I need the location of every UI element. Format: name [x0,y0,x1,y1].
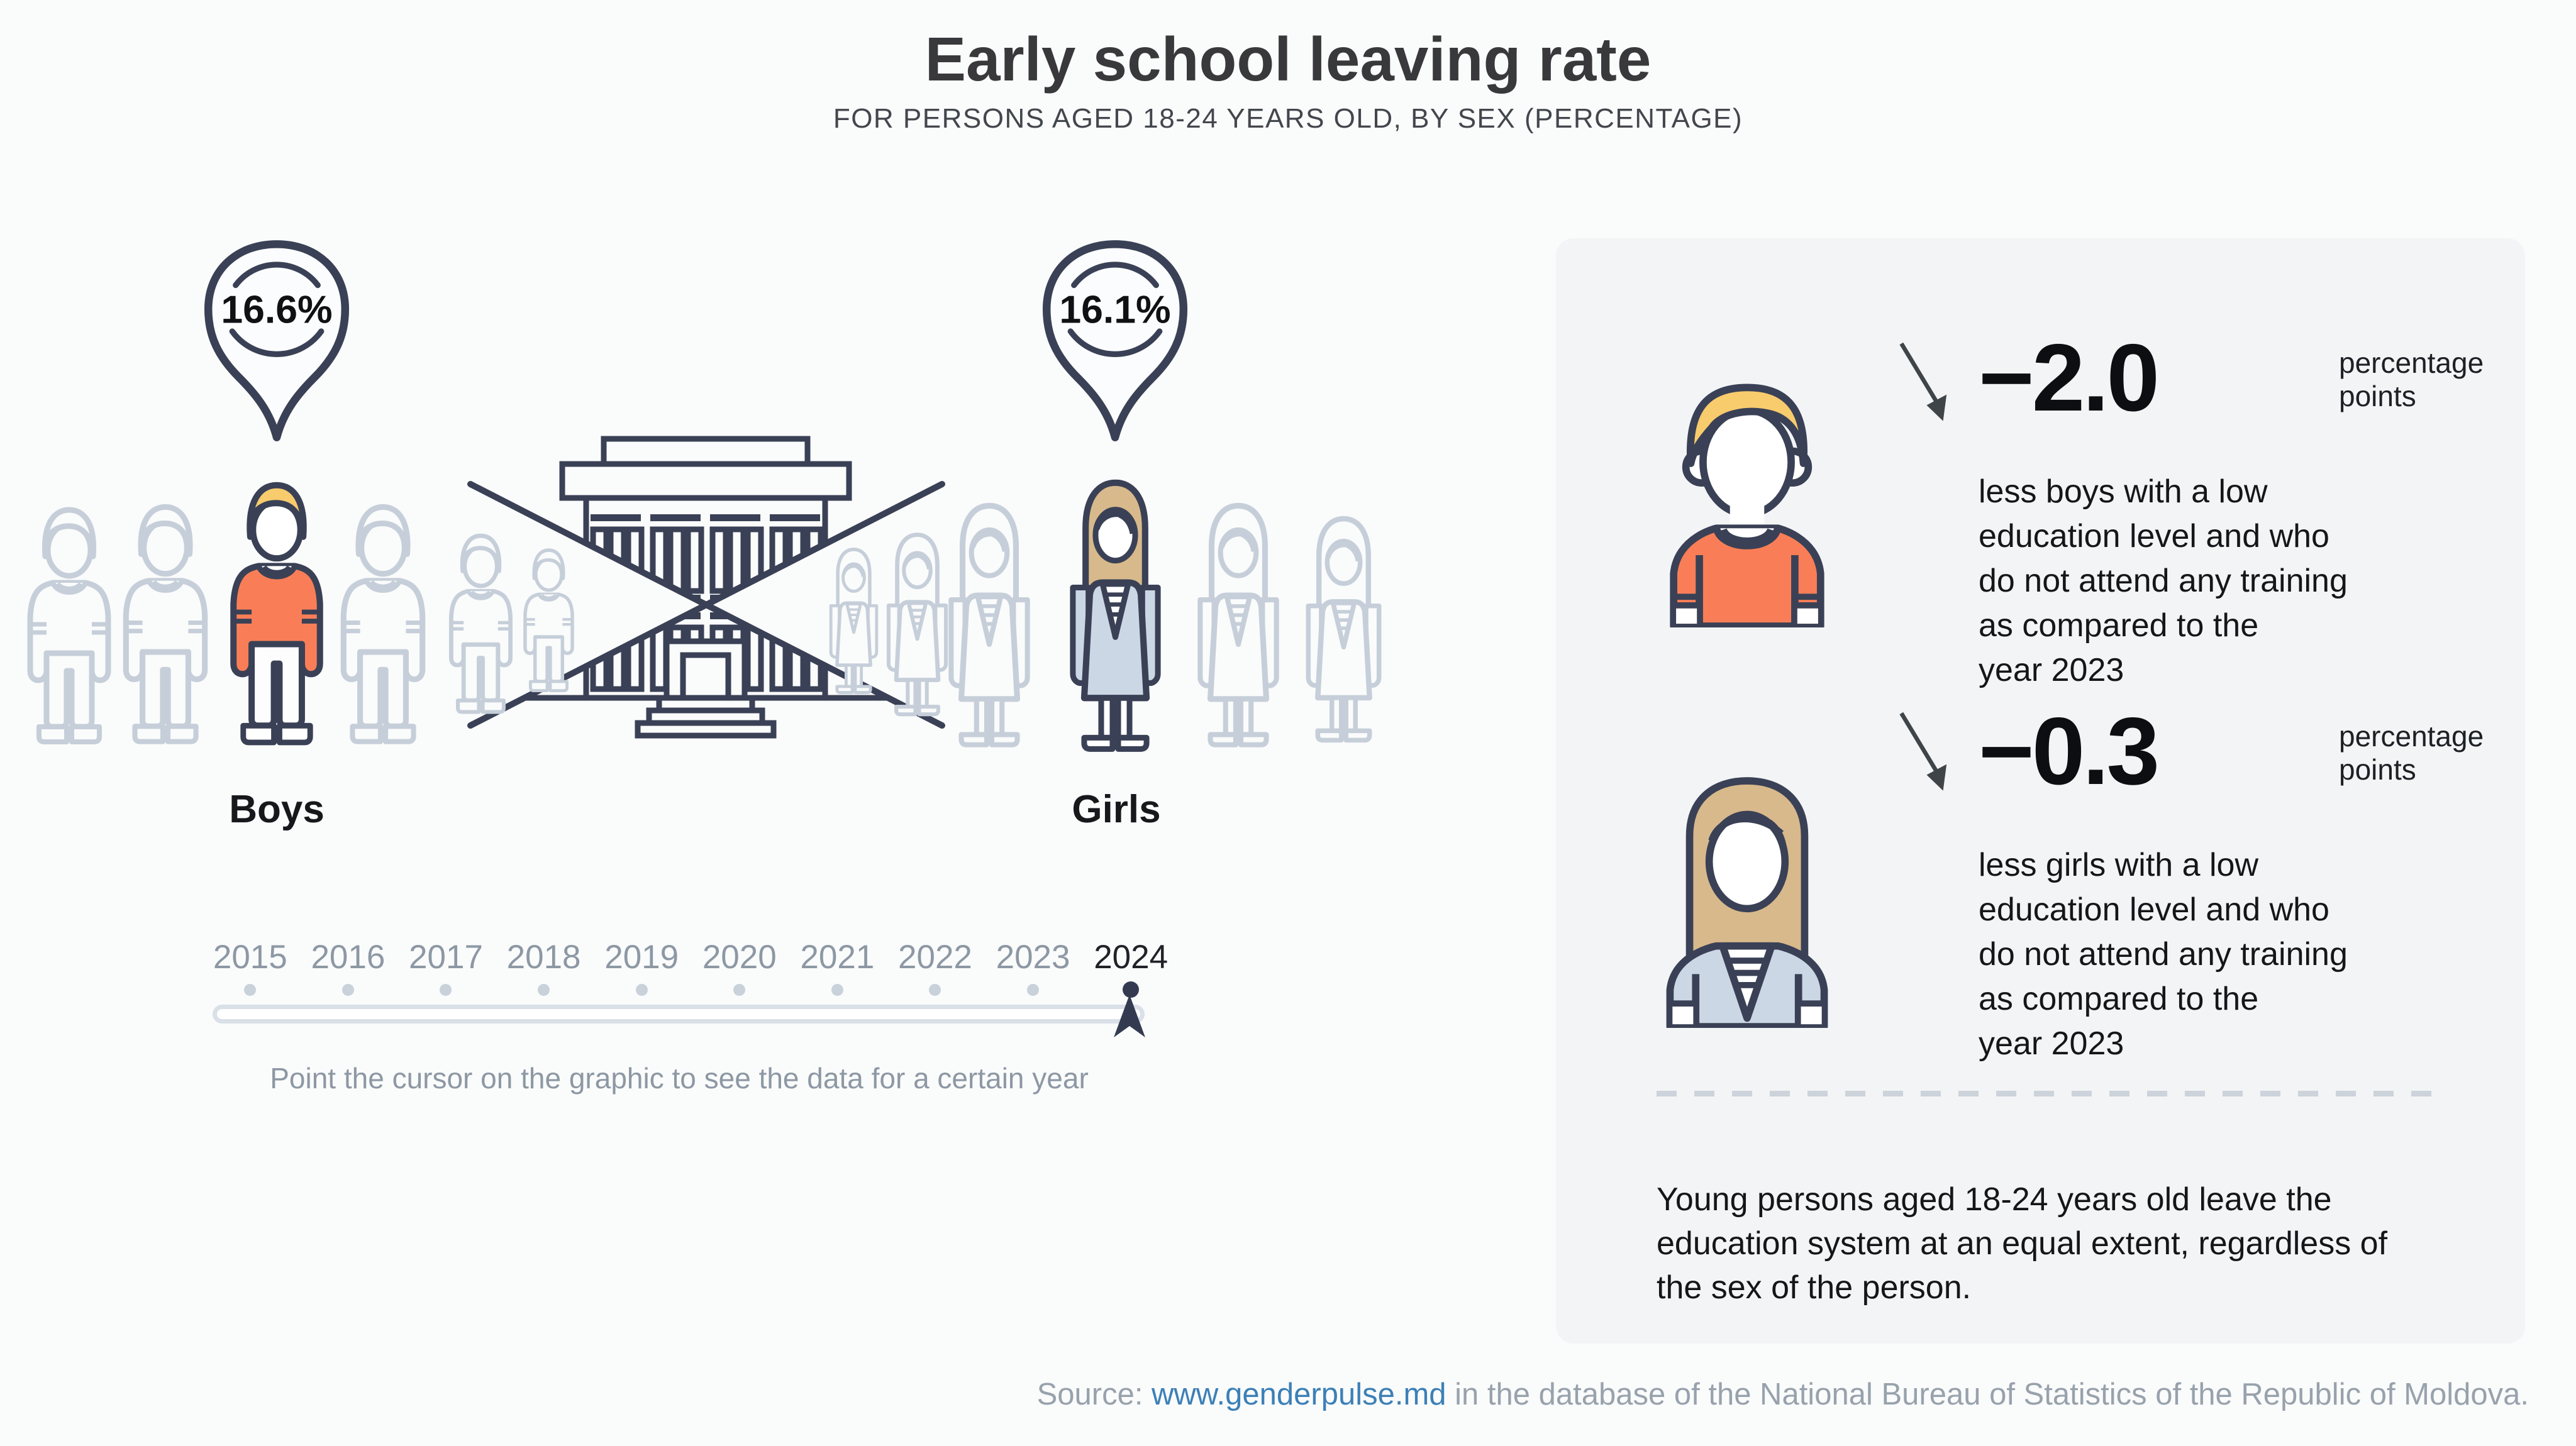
year-dot[interactable] [397,981,495,998]
decrease-arrow-icon [1899,712,1947,791]
year-dot[interactable] [984,981,1082,998]
year-label[interactable]: 2017 [409,939,483,976]
stats-panel: −2.0 percentage points less boys with a … [1556,238,2525,1344]
dashed-divider [1657,1091,2441,1096]
year-dot[interactable] [592,981,691,998]
girl-figure-highlighted-icon [1052,473,1179,753]
year-label[interactable]: 2022 [898,939,972,976]
boys-value-pin-icon: 16.6% [204,240,350,441]
source-text: Source: www.genderpulse.md in the databa… [1037,1377,2529,1412]
year-dot[interactable] [886,981,984,998]
source-prefix: Source: [1036,1377,1152,1411]
timeline-cursor-icon[interactable] [1113,995,1146,1039]
boy-figure-icon [326,497,440,748]
page-title: Early school leaving rate [924,25,1652,94]
boy-figure-icon [108,497,223,748]
year-label[interactable]: 2020 [702,939,777,976]
year-dot[interactable] [299,981,397,998]
cross-mask-right [706,483,945,727]
boys-delta-description: less boys with a low education level and… [1979,473,2348,688]
girl-avatar-icon [1666,777,1828,1028]
boys-delta-unit: percentage points [2339,346,2484,412]
boy-figure-highlighted-icon [214,474,340,749]
crossed-out-school-icon [467,436,945,739]
boys-rate-value: 16.6% [221,287,332,331]
page-subtitle: FOR PERSONS AGED 18-24 YEARS OLD, BY SEX… [833,103,1743,134]
girls-value-pin-icon: 16.1% [1042,240,1188,441]
year-label[interactable]: 2021 [800,939,875,976]
boys-delta-value: −2.0 [1979,324,2160,431]
boy-figure-icon [438,528,524,717]
year-label[interactable]: 2016 [311,939,386,976]
decrease-arrow-icon [1899,342,1947,421]
year-dot[interactable] [201,981,299,998]
girl-figure-icon [1181,497,1296,748]
boys-group-label: Boys [229,788,325,831]
year-dot[interactable] [691,981,789,998]
year-label-selected[interactable]: 2024 [1094,939,1169,976]
year-label[interactable]: 2023 [996,939,1070,976]
year-dot[interactable] [495,981,593,998]
source-suffix: in the database of the National Bureau o… [1446,1377,2529,1411]
girl-figure-icon [932,497,1046,748]
girls-delta-unit: percentage points [2339,720,2484,786]
girls-group-label: Girls [1072,788,1161,831]
boy-avatar-icon [1670,384,1824,627]
girls-delta-value: −0.3 [1979,698,2160,805]
year-label[interactable]: 2019 [604,939,679,976]
girls-delta-description: less girls with a low education level an… [1979,847,2348,1062]
timeline-slider-track[interactable] [213,1005,1145,1024]
year-label[interactable]: 2018 [506,939,581,976]
girl-figure-icon [1291,511,1397,743]
year-label[interactable]: 2015 [213,939,287,976]
timeline-year-labels: 2015 2016 2017 2018 2019 2020 2021 2022 … [201,938,1180,976]
cross-mask-left [468,483,706,727]
timeline-hint-text: Point the cursor on the graphic to see t… [270,1062,1089,1095]
year-dot-selected[interactable] [1082,981,1180,998]
source-link[interactable]: www.genderpulse.md [1152,1377,1446,1411]
year-dot[interactable] [789,981,887,998]
summary-text: Young persons aged 18-24 years old leave… [1657,1181,2388,1306]
boy-figure-icon [514,544,583,695]
timeline-dots [201,981,1180,998]
girls-rate-value: 16.1% [1059,287,1170,331]
